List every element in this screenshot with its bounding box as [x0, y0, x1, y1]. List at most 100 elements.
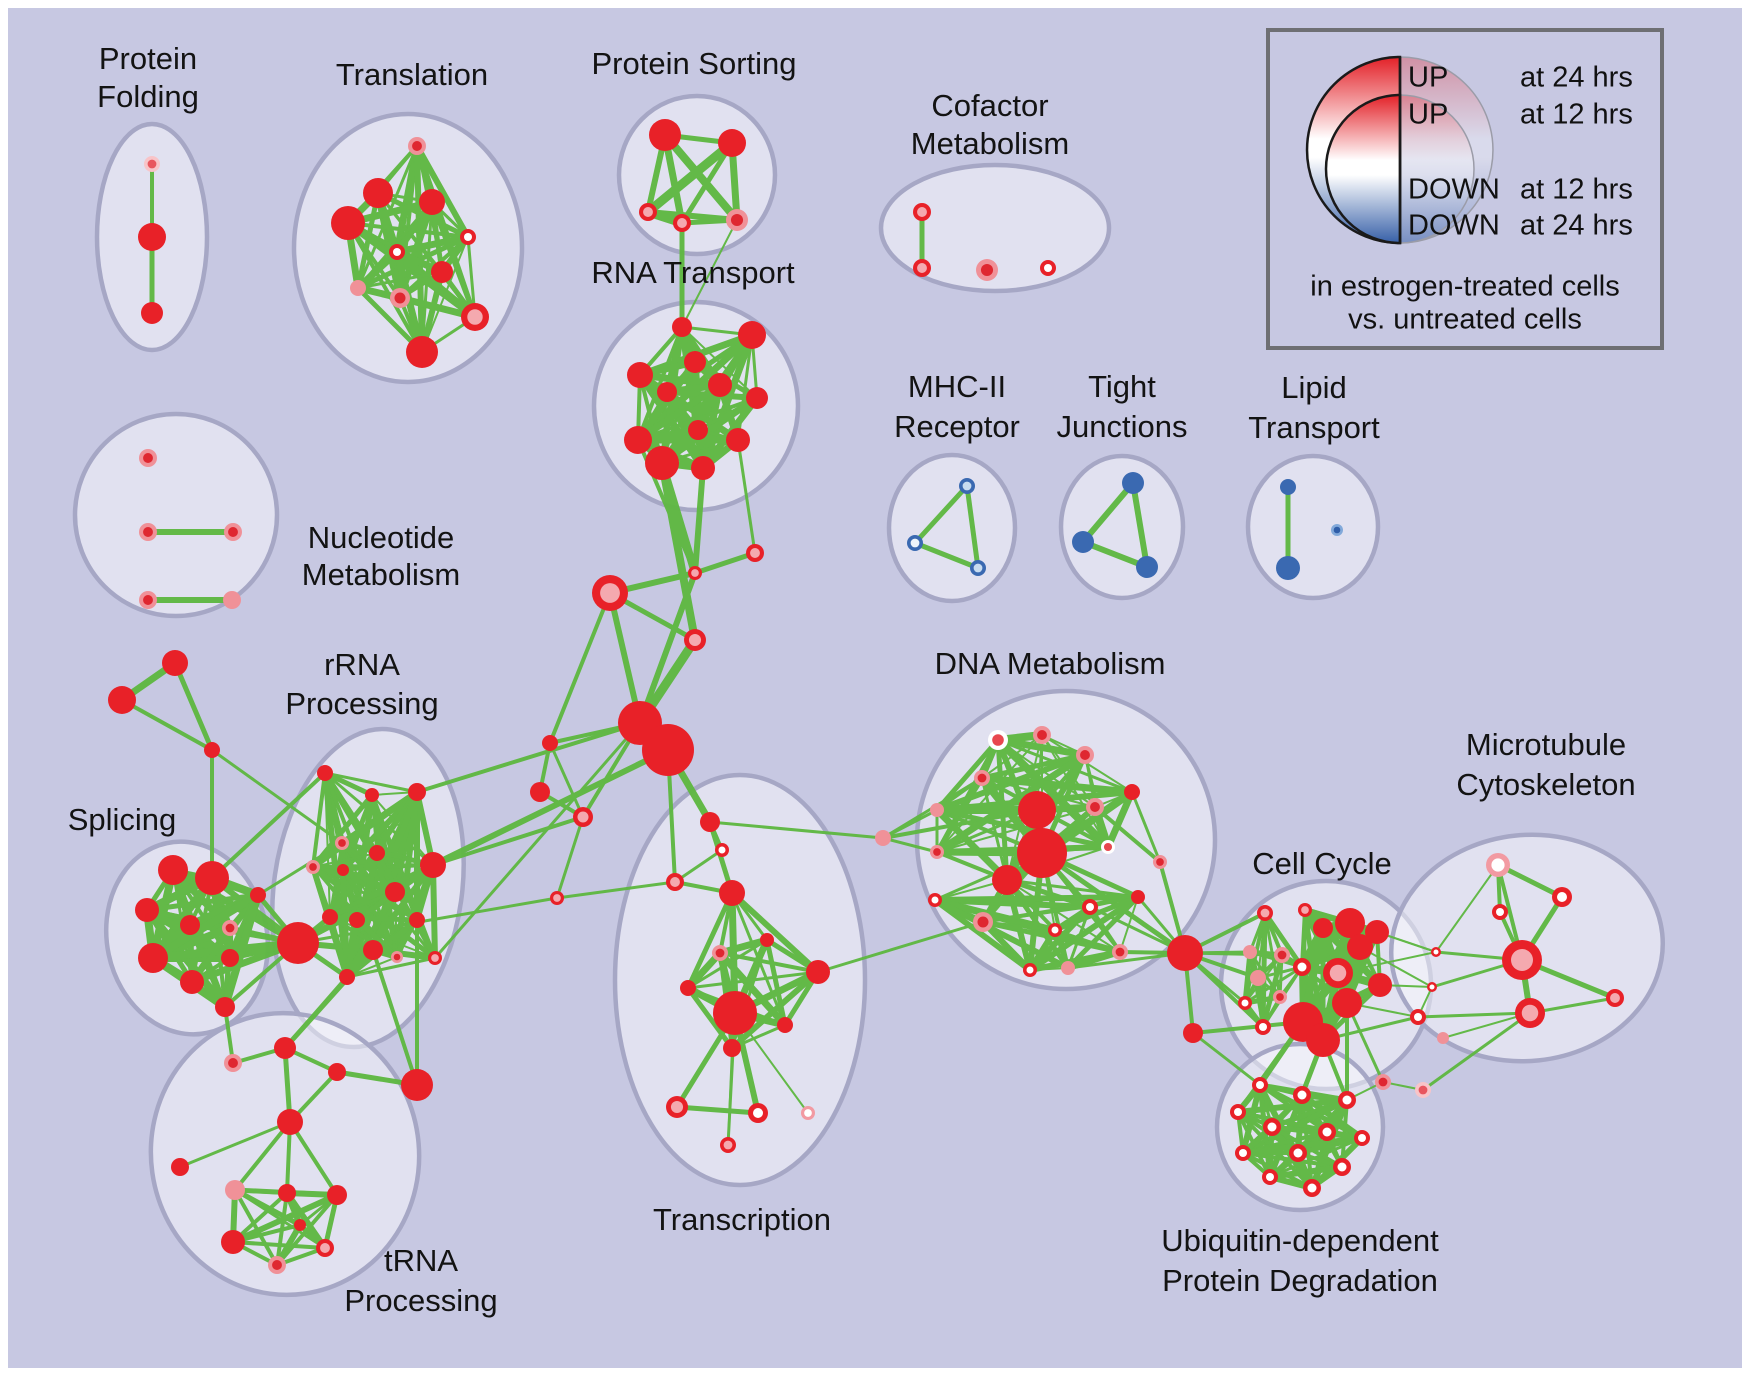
node-cc10	[1313, 918, 1333, 938]
network-edge	[548, 591, 612, 745]
node-center-c3	[600, 583, 620, 603]
node-center-pf1	[147, 159, 157, 169]
legend-inner-circle-left	[1324, 93, 1402, 245]
network-edge	[414, 143, 471, 240]
node-center-dm10	[1103, 842, 1113, 852]
network-edge	[1066, 951, 1187, 970]
node-center-n4	[143, 595, 153, 605]
node-tk10	[221, 1230, 245, 1254]
node-rr10	[409, 912, 425, 928]
network-edge	[548, 741, 585, 819]
cluster-label-lipid-transport: Lipid	[1281, 370, 1347, 405]
node-ps2	[718, 129, 746, 157]
node-center-ps3	[643, 207, 653, 217]
cluster-label-transcription: Transcription	[653, 1202, 831, 1237]
network-edge	[120, 698, 214, 752]
cluster-label-nucleotide-metabolism: Nucleotide	[308, 520, 454, 555]
network-edge	[1005, 878, 1140, 899]
node-r6	[708, 373, 732, 397]
network-edge	[708, 820, 885, 840]
node-center-lc3	[577, 811, 589, 823]
legend-direction-label: UP	[1408, 62, 1448, 94]
network-edge	[1119, 896, 1139, 953]
cluster-label-rna-transport: RNA Transport	[591, 255, 795, 290]
network-edge	[1416, 1011, 1532, 1019]
node-cc3	[1243, 945, 1257, 959]
network-edge	[1130, 480, 1150, 570]
node-center-mt12	[1418, 1085, 1428, 1095]
network-edge	[933, 806, 1011, 884]
node-center-dm18	[1051, 926, 1059, 934]
node-center-c4	[688, 633, 702, 647]
node-cc18	[1368, 973, 1392, 997]
network-edge	[288, 1120, 339, 1197]
network-edge	[312, 852, 378, 868]
node-tk6	[171, 1158, 189, 1176]
node-center-dm2	[1037, 730, 1047, 740]
node-center-cf4	[1044, 264, 1052, 272]
network-edge	[354, 248, 401, 292]
node-r3	[627, 362, 653, 388]
node-rr9	[385, 882, 405, 902]
node-rr11	[322, 909, 338, 925]
network-edge	[555, 880, 677, 900]
node-tk8	[278, 1184, 296, 1202]
node-tj2	[1072, 531, 1094, 553]
node-t3	[331, 206, 365, 240]
node-sx2	[108, 686, 136, 714]
node-pf2	[138, 223, 166, 251]
network-edge	[1104, 788, 1136, 851]
network-edge	[692, 465, 706, 576]
cluster-label-tight-junctions: Junctions	[1057, 409, 1188, 444]
network-edge	[1267, 1164, 1345, 1180]
network-edge	[322, 770, 375, 798]
node-sp4	[180, 915, 200, 935]
network-edge	[718, 951, 820, 974]
network-edge	[685, 985, 735, 1051]
node-r11	[645, 446, 679, 480]
node-center-ub3	[1342, 1095, 1352, 1105]
node-center-mt2	[1557, 892, 1567, 902]
node-center-m1	[962, 481, 972, 491]
node-hub2	[642, 724, 694, 776]
node-rr8	[420, 852, 446, 878]
node-center-ub6	[1322, 1127, 1332, 1137]
cluster-label-microtubule-cytoskeleton: Cytoskeleton	[1456, 767, 1635, 802]
node-center-tr12	[670, 1100, 684, 1114]
cluster-label-protein-folding: Folding	[97, 79, 199, 114]
network-edge	[730, 1023, 787, 1050]
network-edge	[310, 789, 420, 870]
node-center-t10	[467, 309, 483, 325]
cluster-ellipse-mhc-ii-receptor	[886, 452, 1018, 604]
cluster-label-nucleotide-metabolism: Metabolism	[302, 557, 461, 592]
node-sx3	[204, 742, 220, 758]
legend-footer-line: vs. untreated cells	[1348, 304, 1582, 336]
node-r1	[672, 317, 692, 337]
network-edge	[1080, 480, 1136, 545]
network-edge	[394, 891, 398, 958]
node-center-t9	[394, 292, 406, 304]
node-dm13	[1017, 828, 1067, 878]
cluster-label-mhc-ii-receptor: Receptor	[894, 409, 1020, 444]
node-center-dm17	[1086, 903, 1094, 911]
network-edge	[727, 1047, 733, 1146]
network-edge	[692, 550, 758, 576]
node-pf3	[141, 302, 163, 324]
network-edge	[981, 895, 1140, 924]
network-edge	[934, 737, 1001, 813]
network-edge	[912, 483, 970, 546]
network-edge	[344, 917, 360, 980]
node-sp8	[221, 949, 239, 967]
cluster-ellipse-cofactor-metabolism	[878, 162, 1112, 294]
node-center-tr3	[670, 877, 680, 887]
network-edge	[964, 483, 981, 571]
network-edge	[681, 219, 738, 328]
network-edge	[345, 956, 437, 979]
legend-time-label: at 24 hrs	[1520, 62, 1633, 94]
network-edge	[1191, 1031, 1262, 1087]
network-edge	[328, 851, 379, 919]
node-dm8	[1124, 784, 1140, 800]
node-tk2	[274, 1037, 296, 1059]
node-center-mt6	[1511, 949, 1533, 971]
legend-time-label: at 12 hrs	[1520, 174, 1633, 206]
